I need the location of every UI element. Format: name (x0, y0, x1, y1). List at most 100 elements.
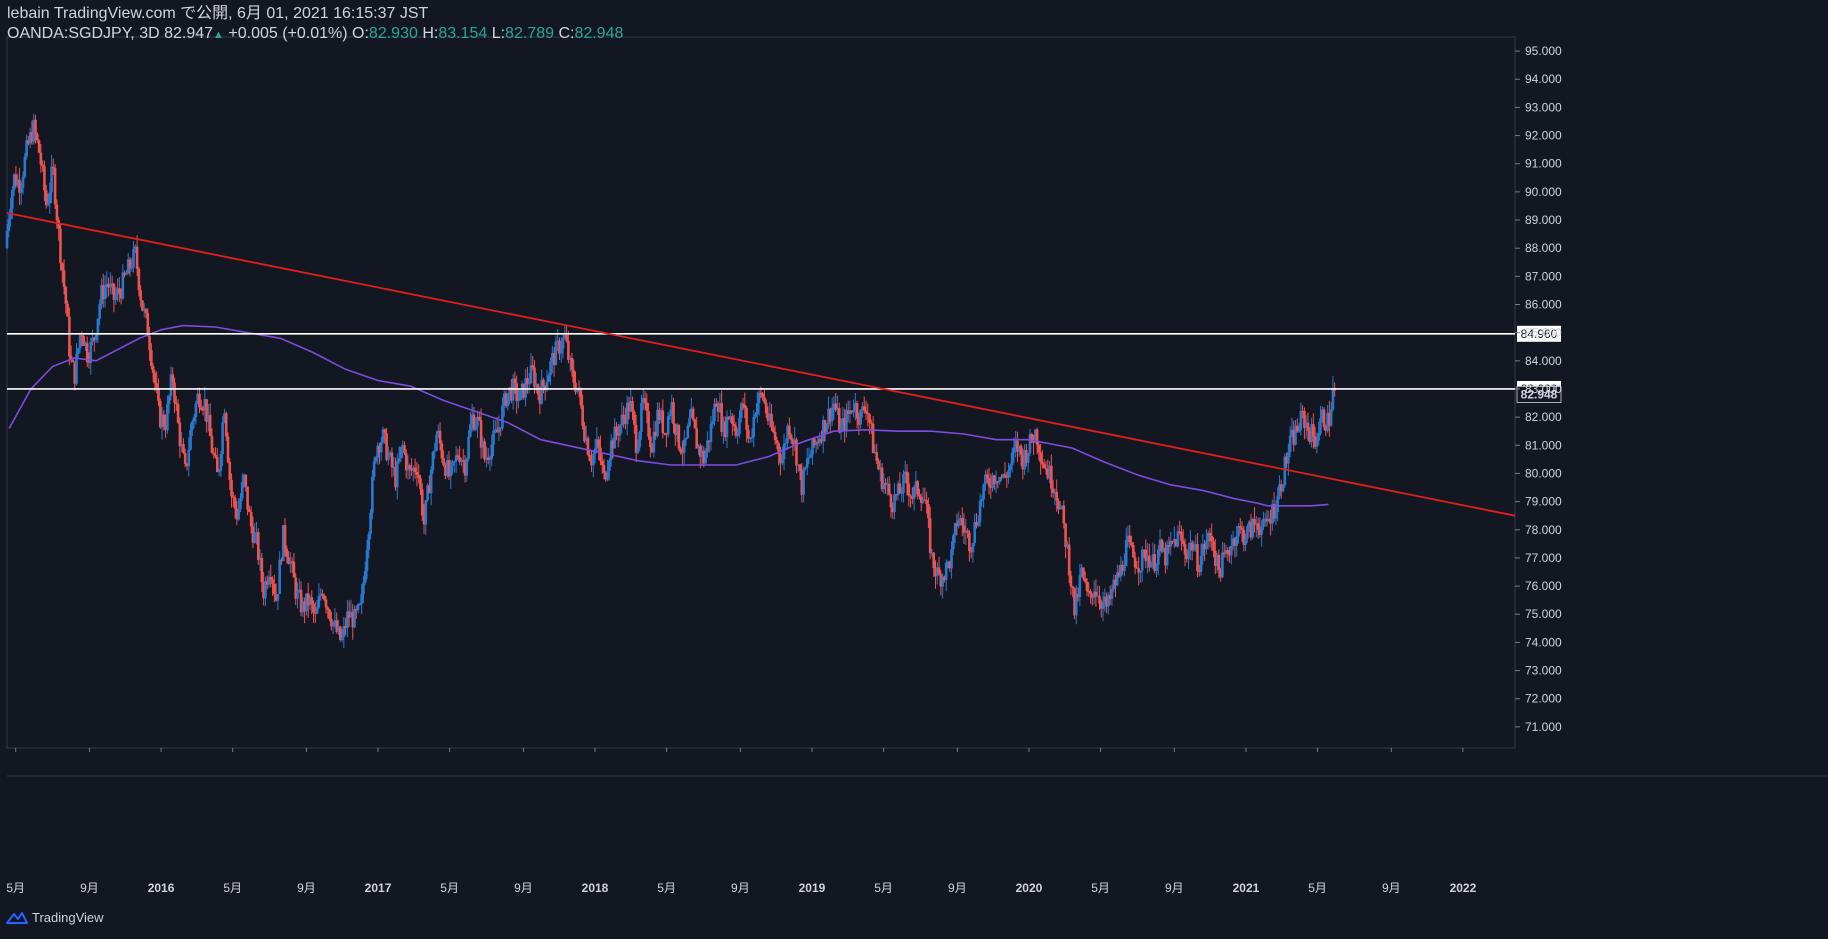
candle-body (984, 474, 987, 485)
price-axis[interactable]: 71.000 72.000 73.000 74.000 75.000 76.000 77.0… (1515, 44, 1562, 734)
time-tick-label: 5月 (440, 881, 459, 895)
candle-body (135, 246, 139, 269)
time-tick-label: 2017 (365, 881, 392, 895)
price-tick-label: 94.000 (1525, 72, 1562, 86)
candle-body (128, 259, 132, 269)
candle-body (371, 476, 374, 513)
candle-body (1048, 465, 1051, 479)
symbol-name[interactable]: OANDA:SGDJPY, 3D (7, 25, 160, 42)
candle-body (896, 483, 900, 496)
candle-body (609, 440, 613, 461)
candle-body (980, 499, 984, 502)
candle-body (784, 443, 788, 445)
candle-body (1162, 547, 1165, 552)
candle-body (759, 392, 763, 394)
candle-body (1263, 518, 1267, 520)
candle-body (677, 424, 681, 449)
candle-body (112, 283, 116, 300)
candle-body (814, 442, 818, 446)
candle-body (681, 452, 684, 454)
time-tick-label: 9月 (297, 881, 316, 895)
candle-body (267, 576, 271, 585)
candle-body (287, 557, 290, 565)
candle-body (1044, 468, 1048, 470)
candle-body (1319, 418, 1322, 434)
price-tick-label: 84.000 (1525, 354, 1562, 368)
candle-body (563, 334, 567, 338)
candle-body (864, 410, 868, 413)
price-tick-label: 89.000 (1525, 213, 1562, 227)
candle-body (884, 482, 887, 485)
candle-body (572, 369, 576, 383)
price-tick-label: 80.000 (1525, 466, 1562, 480)
candle-body (627, 402, 631, 412)
candle-body (1212, 541, 1215, 551)
candle-body (107, 283, 110, 288)
time-axis[interactable]: 5月 9月 2016 5月 9月 2017 5月 9月 2018 5月 9月 2019 5月 9月 2020… (6, 748, 1477, 895)
candle-body (745, 408, 748, 430)
candle-body (1003, 474, 1007, 477)
footer-brand[interactable]: TradingView (6, 910, 104, 925)
candle-body (134, 246, 137, 249)
candle-body (944, 562, 948, 580)
candle-body (444, 465, 447, 476)
candle-body (590, 460, 593, 466)
candle-body (59, 228, 62, 264)
candle-body (80, 335, 84, 337)
candle-body (169, 374, 173, 396)
candle-body (221, 422, 224, 454)
candle-body (1326, 412, 1329, 432)
candle-body (804, 467, 807, 469)
candle-body (773, 431, 777, 441)
candle-body (312, 603, 315, 613)
candle-body (675, 424, 679, 435)
candle-body (1303, 411, 1306, 428)
candle-body (1174, 539, 1178, 547)
candle-body (789, 435, 793, 440)
candle-body (652, 431, 656, 453)
candle-body (208, 414, 212, 437)
candle-body (390, 452, 394, 468)
candle-body (526, 378, 529, 385)
candle-body (376, 445, 379, 458)
candle-body (691, 408, 695, 420)
candle-body (903, 471, 907, 474)
candle-body (932, 552, 936, 569)
candle-body (921, 499, 925, 503)
candle-body (540, 379, 543, 404)
price-tick-label: 73.000 (1525, 664, 1562, 678)
candle-body (199, 407, 203, 410)
candle-body (679, 448, 682, 453)
candle-body (620, 414, 624, 426)
candle-body (606, 470, 609, 480)
candle-body (82, 336, 85, 346)
candle-body (1135, 567, 1139, 569)
candle-body (157, 388, 160, 401)
candle-body (463, 460, 467, 476)
candle-body (809, 454, 813, 458)
candle-body (925, 500, 928, 505)
level-price-tag (1517, 325, 1561, 342)
candle-body (1301, 410, 1304, 412)
candle-body (567, 341, 570, 360)
candle-body (1237, 526, 1240, 537)
candle-body (556, 340, 559, 342)
candle-body (310, 597, 314, 604)
candle-body (1123, 565, 1126, 571)
candle-body (215, 456, 219, 473)
candle-body (688, 417, 691, 427)
candle-body (991, 475, 994, 488)
candle-body (399, 446, 403, 458)
close-value: 82.948 (574, 25, 624, 42)
candle-body (404, 452, 408, 471)
candle-body (916, 481, 919, 495)
candle-body (508, 387, 511, 394)
candle-body (5, 231, 9, 249)
candle-body (1199, 555, 1203, 572)
candle-body (513, 378, 517, 384)
candle-body (273, 583, 276, 595)
candle-body (28, 132, 32, 144)
candle-body (636, 447, 640, 453)
candle-body (962, 525, 966, 533)
